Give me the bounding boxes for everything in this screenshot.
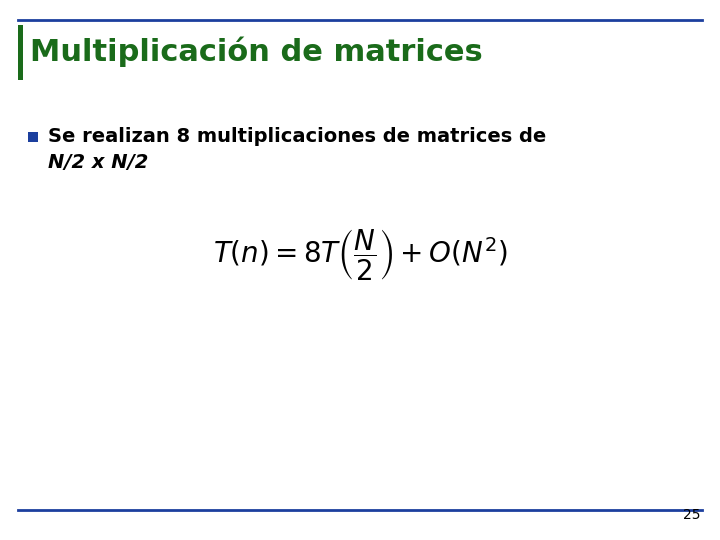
Text: 25: 25 bbox=[683, 508, 700, 522]
Text: Multiplicación de matrices: Multiplicación de matrices bbox=[30, 37, 482, 68]
Bar bbox=[18, 25, 23, 80]
Text: Se realizan 8 multiplicaciones de matrices de: Se realizan 8 multiplicaciones de matric… bbox=[48, 127, 546, 146]
Text: N/2 x N/2: N/2 x N/2 bbox=[48, 152, 148, 172]
Bar bbox=[28, 132, 38, 142]
Text: $T(n) = 8T\left(\dfrac{N}{2}\right) + O(N^2)$: $T(n) = 8T\left(\dfrac{N}{2}\right) + O(… bbox=[212, 227, 508, 282]
